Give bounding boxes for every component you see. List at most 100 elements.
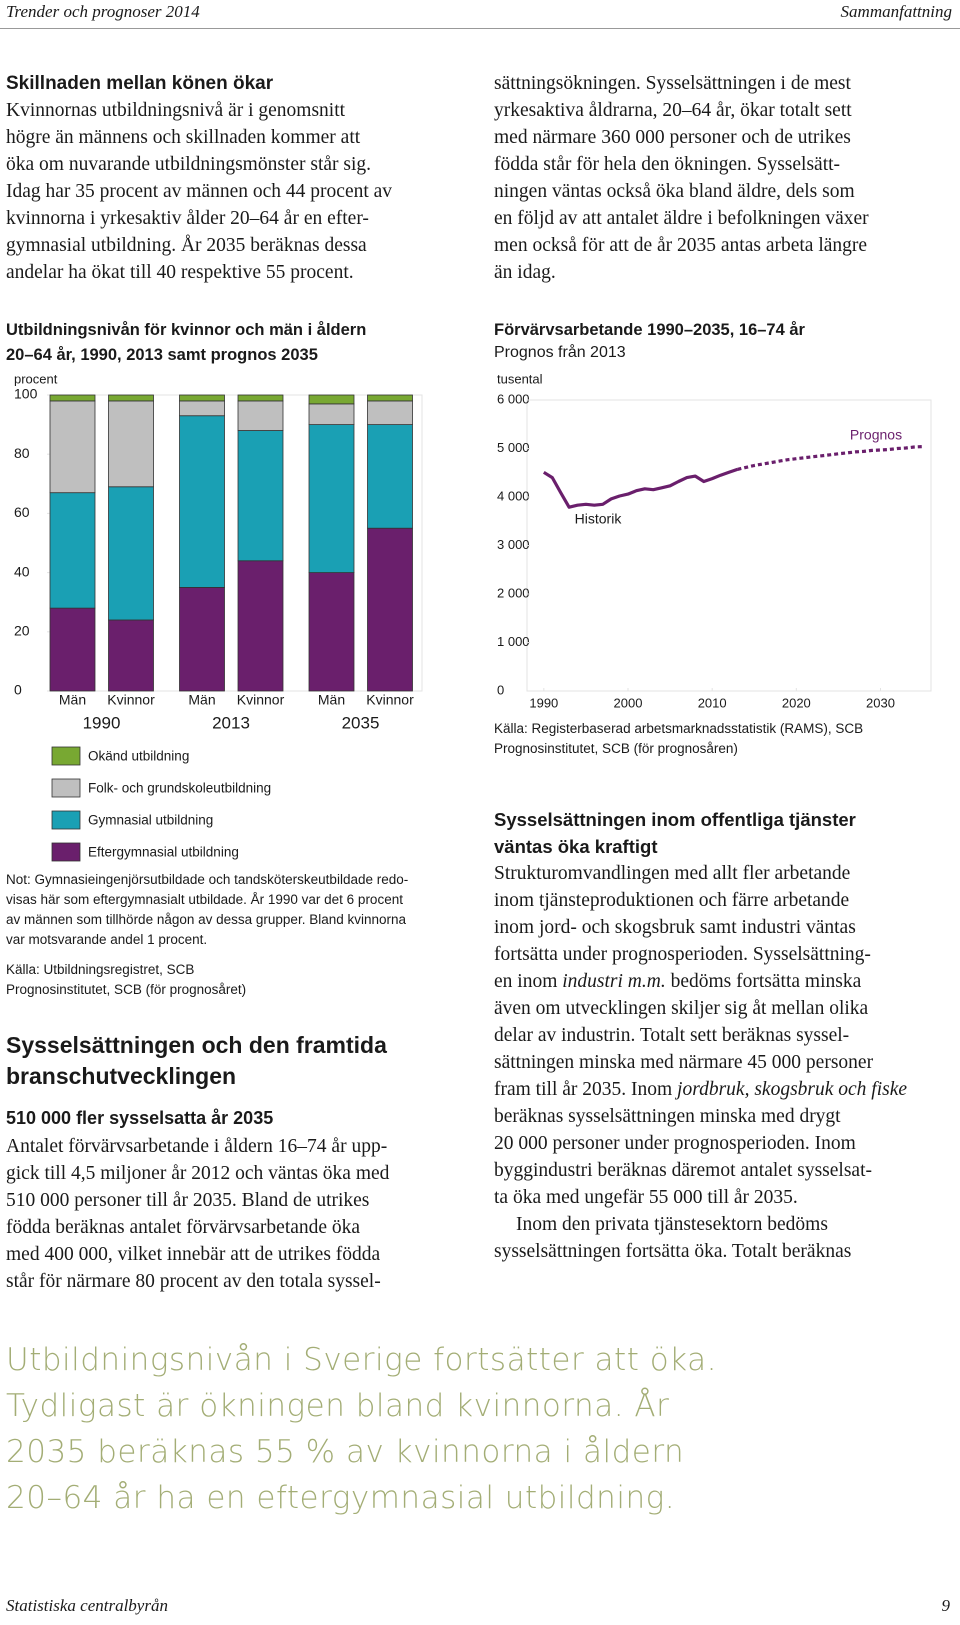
- chart-title: Utbildningsnivån för kvinnor och män i å…: [6, 318, 366, 368]
- text-line: Kvinnornas utbildningsnivå är i genomsni…: [6, 100, 346, 121]
- legend-label: Okänd utbildning: [88, 749, 189, 764]
- chart-note: Not: Gymnasieingenjörsutbildade och tand…: [6, 870, 408, 950]
- bar-segment: [108, 394, 154, 402]
- bar-segment: [308, 403, 355, 426]
- text-line: beräknas sysselsättningen minska med dry…: [494, 1106, 841, 1127]
- y-tick-label: 100: [14, 386, 38, 402]
- legend-swatch: [51, 810, 81, 830]
- legend-label: Folk- och grundskoleutbildning: [88, 781, 271, 796]
- group-label: 1990: [83, 713, 121, 732]
- running-header: Sammanfattning: [840, 2, 952, 21]
- text-line: Strukturomvandlingen med allt fler arbet…: [494, 863, 851, 884]
- heading: Skillnaden mellan könen ökar: [6, 73, 274, 94]
- bar-segment: [237, 430, 284, 562]
- bar-segment: [108, 619, 154, 692]
- text-line: Förvärvsarbetande 1990–2035, 16–74 år: [494, 321, 805, 339]
- running-header: Trender och prognoser 2014: [6, 2, 200, 21]
- text-line: än idag.: [494, 262, 556, 283]
- text-line: öka om nuvarande utbildningsmönster står…: [6, 154, 372, 175]
- bar-segment: [367, 400, 413, 426]
- y-tick-label: 4 000: [497, 488, 530, 503]
- x-tick-label: Kvinnor: [366, 692, 414, 708]
- paragraph: Antalet förvärvsarbetande i åldern 16–74…: [6, 1133, 389, 1295]
- chart-source: Källa: Registerbaserad arbetsmarknadssta…: [494, 719, 863, 759]
- text-line: Not: Gymnasieingenjörsutbildade och tand…: [6, 872, 409, 887]
- x-tick-label: Kvinnor: [237, 692, 285, 708]
- text-line: Sysselsättningen och den framtida: [6, 1032, 387, 1058]
- text-line: 510 000 personer till år 2035. Bland de …: [6, 1190, 370, 1211]
- chart-subtitle: Prognos från 2013: [494, 344, 626, 361]
- text-run: en inom: [494, 971, 563, 992]
- x-tick-label: 2020: [782, 695, 811, 710]
- text-line: fram till år 2035. Inom jordbruk, skogsb…: [494, 1076, 907, 1103]
- x-tick-label: Män: [188, 692, 215, 708]
- bar-segment: [367, 527, 413, 692]
- text-line: sättningsökningen. Sysselsättningen i de…: [494, 73, 851, 94]
- y-tick-label: 0: [14, 682, 22, 698]
- text-line: med 400 000, vilket innebär att de utrik…: [6, 1244, 381, 1265]
- y-tick-label: 60: [14, 504, 30, 520]
- text-line: en inom industri m.m. bedöms fortsätta m…: [494, 968, 907, 995]
- bar-segment: [179, 415, 225, 588]
- plot-frame: [49, 394, 423, 692]
- section-heading: Sysselsättningen och den framtida bransch…: [6, 1030, 387, 1092]
- text-line: Prognosinstitutet, SCB (för prognosåren): [494, 741, 738, 756]
- text-run: fram till år 2035. Inom: [494, 1079, 678, 1100]
- y-tick-label: 20: [14, 623, 30, 639]
- text-run: bedöms fortsätta minska: [665, 971, 862, 992]
- plot-frame: [526, 399, 932, 692]
- text-line: Sysselsättningen inom offentliga tjänste…: [494, 809, 856, 830]
- y-tick-label: 0: [497, 682, 504, 697]
- bar-segment: [49, 394, 96, 402]
- x-tick-label: Kvinnor: [107, 692, 155, 708]
- bar-segment: [108, 486, 154, 621]
- bar-segment: [179, 394, 225, 402]
- text-line: kvinnorna i yrkesaktiv ålder 20–64 år en…: [6, 208, 369, 229]
- text-line: Utbildningsnivån i Sverige fortsätter at…: [6, 1342, 717, 1378]
- bar-segment: [49, 607, 96, 692]
- text-line: ningen väntas också öka bland äldre, del…: [494, 181, 855, 202]
- text-line: 20 000 personer under prognosperioden. I…: [494, 1133, 856, 1154]
- text-line: Prognosinstitutet, SCB (för prognosåret): [6, 982, 247, 997]
- paragraph: Inom den privata tjänstesektorn bedöms sy…: [494, 1211, 851, 1265]
- y-tick-label: 2 000: [497, 585, 530, 600]
- bar-segment: [308, 572, 355, 692]
- text-line: byggindustri beräknas däremot antalet sy…: [494, 1160, 872, 1181]
- text-line: andelar ha ökat till 40 respektive 55 pr…: [6, 262, 354, 283]
- heading: Sysselsättningen inom offentliga tjänste…: [494, 806, 856, 860]
- y-tick-label: 80: [14, 445, 30, 461]
- text-line: 2035 beräknas 55 % av kvinnorna i åldern: [6, 1434, 685, 1470]
- bar-segment: [367, 394, 413, 402]
- text-line: sättningen minska med närmare 45 000 per…: [494, 1052, 874, 1073]
- text-line: inom tjänsteproduktionen och färre arbet…: [494, 890, 850, 911]
- x-tick-label: 2000: [614, 695, 643, 710]
- legend-swatch: [51, 746, 81, 766]
- legend-swatch: [51, 778, 81, 798]
- series-label: Prognos: [850, 427, 902, 443]
- y-tick-label: 40: [14, 563, 30, 579]
- text-line: 20–64 år, 1990, 2013 samt prognos 2035: [6, 346, 318, 364]
- pull-quote: Utbildningsnivån i Sverige fortsätter at…: [6, 1337, 717, 1521]
- emphasis: industri m.m.: [562, 971, 666, 992]
- group-label: 2035: [342, 713, 380, 732]
- text-line: branschutvecklingen: [6, 1063, 237, 1089]
- chart-source: Källa: Utbildningsregistret, SCB Prognosi…: [6, 960, 246, 1000]
- text-line: 20–64 år ha en eftergymnasial utbildning…: [6, 1480, 676, 1516]
- text-line: av männen som tillhörde någon av dessa g…: [6, 912, 407, 927]
- bar-segment: [367, 424, 413, 529]
- y-axis-label: procent: [14, 371, 58, 386]
- bar-segment: [49, 400, 96, 494]
- text-line: gick till 4,5 miljoner år 2012 och vänta…: [6, 1163, 390, 1184]
- x-tick-label: Män: [59, 692, 86, 708]
- series-line: [542, 467, 738, 509]
- series-label: Historik: [575, 511, 623, 527]
- y-tick-label: 6 000: [497, 391, 530, 406]
- text-line: Källa: Registerbaserad arbetsmarknadssta…: [494, 721, 864, 736]
- text-line: står för närmare 80 procent av den total…: [6, 1271, 381, 1292]
- text-line: med närmare 360 000 personer och de utri…: [494, 127, 851, 148]
- x-tick-label: 1990: [529, 695, 558, 710]
- bar-segment: [179, 587, 225, 692]
